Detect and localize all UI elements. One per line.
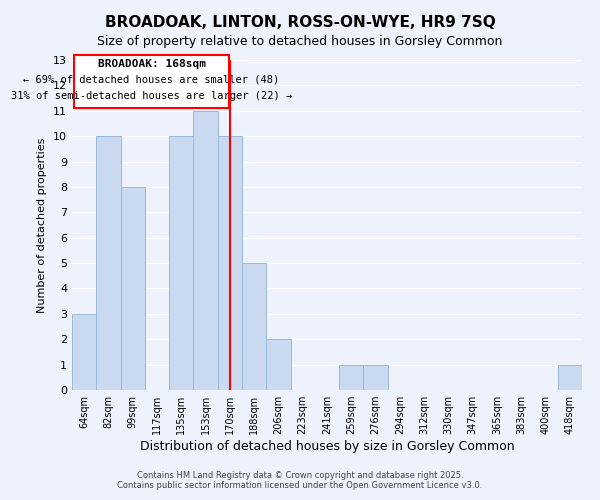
Text: Size of property relative to detached houses in Gorsley Common: Size of property relative to detached ho…	[97, 35, 503, 48]
Text: ← 69% of detached houses are smaller (48): ← 69% of detached houses are smaller (48…	[23, 74, 280, 84]
Bar	[121, 187, 145, 390]
Bar	[558, 364, 582, 390]
FancyBboxPatch shape	[74, 55, 229, 108]
Text: BROADOAK: 168sqm: BROADOAK: 168sqm	[98, 59, 206, 69]
Bar	[169, 136, 193, 390]
Y-axis label: Number of detached properties: Number of detached properties	[37, 138, 47, 312]
Text: 31% of semi-detached houses are larger (22) →: 31% of semi-detached houses are larger (…	[11, 90, 292, 101]
Bar	[364, 364, 388, 390]
Bar	[266, 339, 290, 390]
Text: BROADOAK, LINTON, ROSS-ON-WYE, HR9 7SQ: BROADOAK, LINTON, ROSS-ON-WYE, HR9 7SQ	[104, 15, 496, 30]
Bar	[339, 364, 364, 390]
Bar	[193, 111, 218, 390]
Bar	[96, 136, 121, 390]
Bar	[242, 263, 266, 390]
Text: Contains HM Land Registry data © Crown copyright and database right 2025.
Contai: Contains HM Land Registry data © Crown c…	[118, 470, 482, 490]
Bar	[72, 314, 96, 390]
Bar	[218, 136, 242, 390]
X-axis label: Distribution of detached houses by size in Gorsley Common: Distribution of detached houses by size …	[140, 440, 514, 453]
